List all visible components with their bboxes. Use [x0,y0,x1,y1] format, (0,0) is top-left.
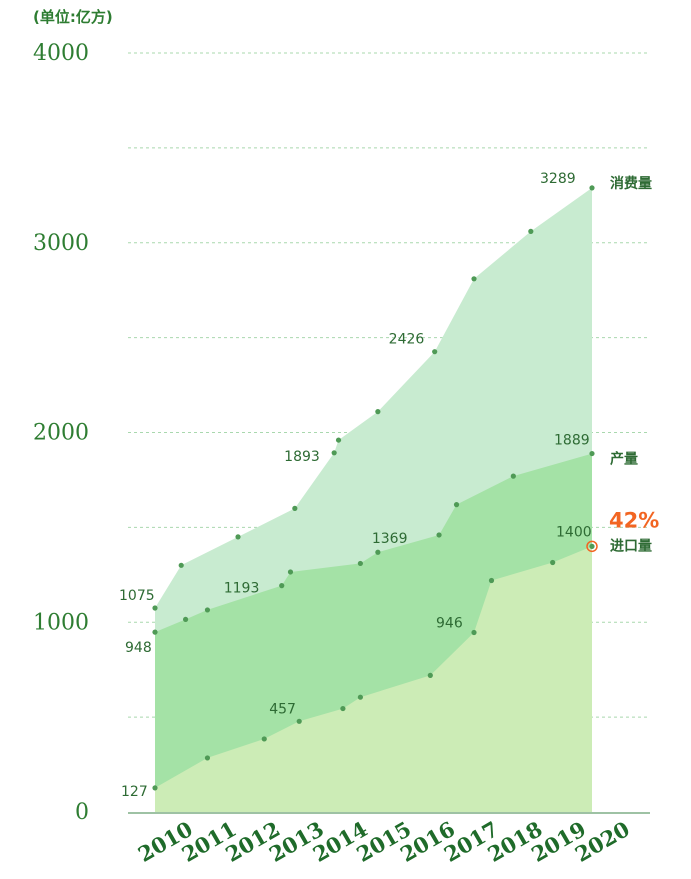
data-point [261,736,267,742]
x-axis: 2010201120122013201420152016201720182019… [128,812,650,867]
data-point [204,607,211,613]
y-tick-label: 2000 [33,421,89,446]
data-point [375,549,381,555]
data-point [152,785,158,791]
data-label: 1193 [224,581,260,597]
data-point [204,755,211,761]
data-point [471,629,477,636]
data-point [279,583,285,589]
series-area-3 [155,546,592,812]
data-label: 1075 [119,588,155,604]
data-label: 1889 [554,433,590,449]
data-point [335,437,342,443]
data-point [471,276,477,282]
data-point [589,450,595,457]
series-name-label: 产量 [610,451,638,468]
data-label: 1369 [372,531,408,547]
data-point [182,616,189,623]
series-areas [155,187,592,812]
y-tick-label: 0 [75,800,89,825]
data-label: 1400 [556,524,592,540]
data-point [589,543,595,549]
data-point [436,532,442,538]
unit-label: (单位:亿方) [33,8,113,26]
data-point [488,577,495,584]
data-point [296,718,302,724]
data-point [331,450,337,456]
y-tick-label: 4000 [33,41,89,66]
series-name-label: 消费量 [610,175,652,192]
data-point [550,559,556,566]
percentage-annotation: 42% [609,508,659,532]
data-point [340,705,346,712]
y-tick-label: 1000 [33,610,89,635]
data-label: 1893 [284,449,320,465]
data-point [528,228,534,234]
data-point [357,560,363,567]
data-point [510,473,516,479]
data-label: 948 [125,640,152,656]
data-label: 457 [269,701,296,717]
data-point [375,409,381,415]
series-name-label: 进口量 [610,538,652,554]
data-point [235,534,241,540]
data-point [589,185,595,191]
data-label: 2426 [389,332,425,348]
data-point [152,605,158,611]
data-points [152,185,598,791]
labels: 0 1000 2000 3000 4000 (单位:亿方) 1075 1893 2426 3289… [33,8,659,825]
data-point [357,694,363,700]
data-label: 946 [436,615,463,631]
data-point [427,672,433,678]
highlight-ring [586,540,598,553]
data-label: 127 [121,784,148,800]
data-point [178,562,184,568]
data-point [292,505,298,511]
data-label: 3289 [540,171,576,187]
data-point [152,629,158,635]
data-point [432,349,438,355]
data-point [287,569,294,575]
data-point [453,502,460,508]
y-tick-label: 3000 [33,231,89,256]
